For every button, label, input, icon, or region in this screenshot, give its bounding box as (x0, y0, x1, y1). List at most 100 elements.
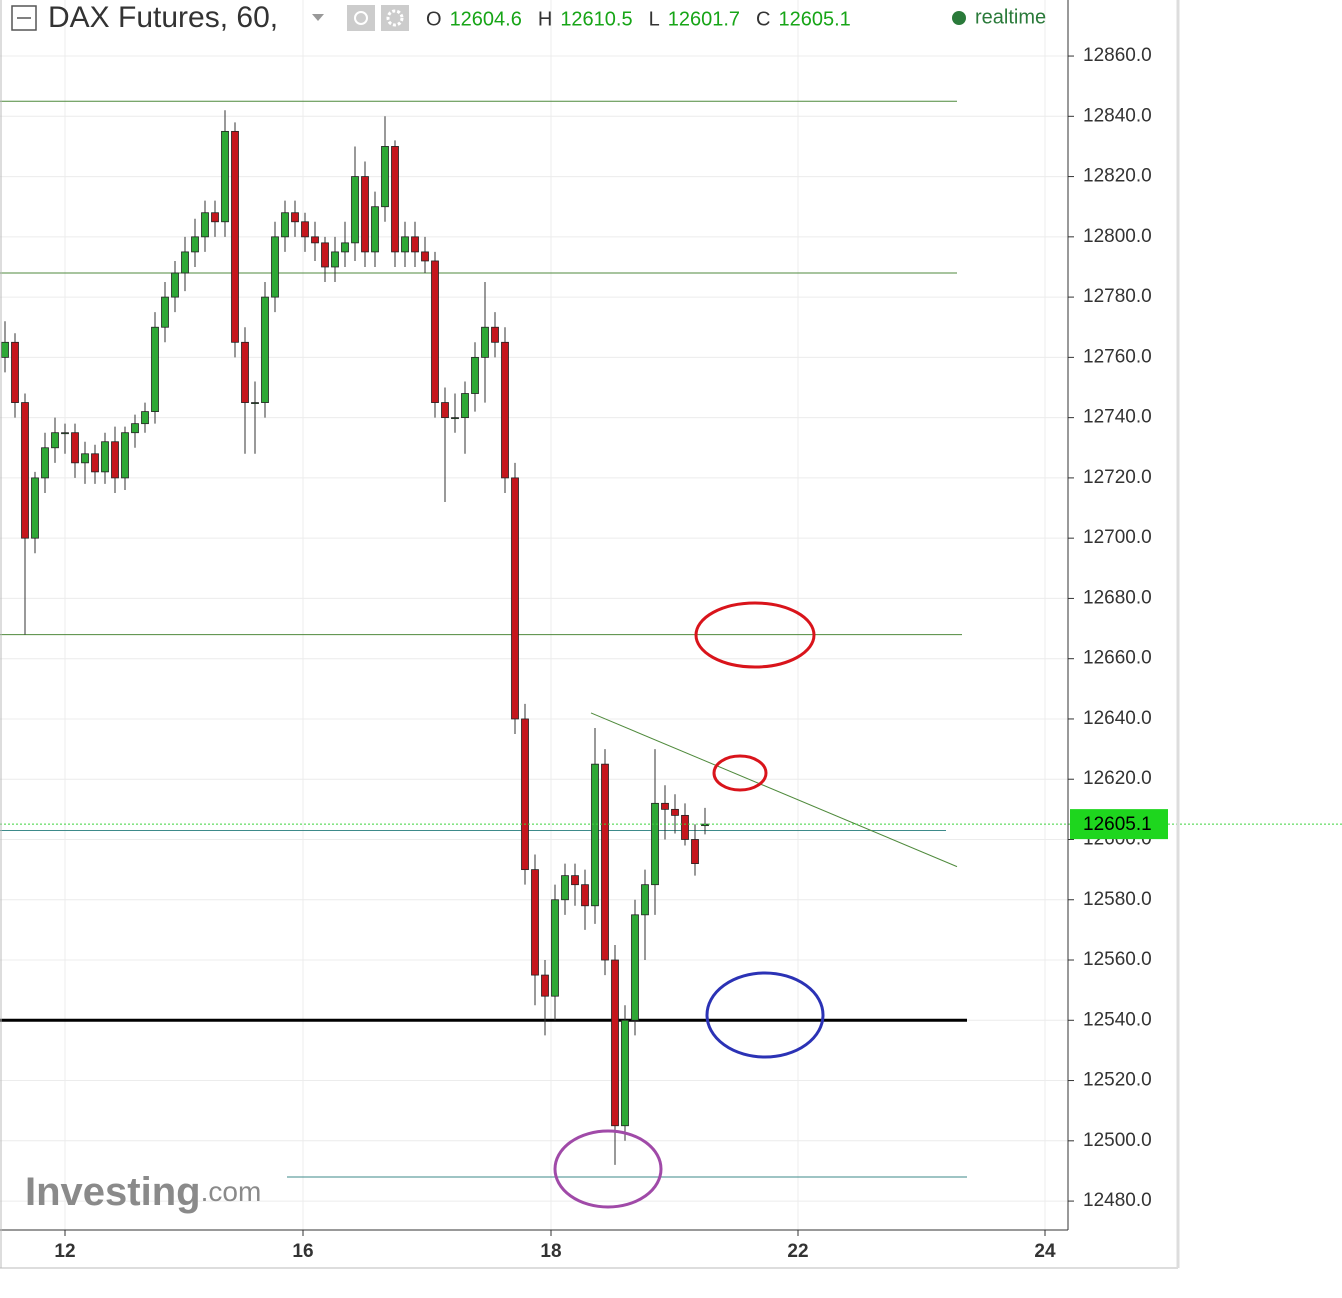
y-tick-label: 12840.0 (1083, 105, 1152, 126)
y-tick-label: 12760.0 (1083, 346, 1152, 367)
legend-value: 12604.6 (450, 8, 522, 30)
watermark-part: .com (201, 1176, 262, 1207)
legend-key: H (538, 8, 552, 30)
chart-title: DAX Futures, 60, (48, 1, 278, 34)
candle-body (81, 453, 89, 464)
drawn-line (590, 712, 958, 868)
annotation-circle (553, 1129, 663, 1209)
plot (0, 100, 1342, 1178)
y-tick-label: 12480.0 (1083, 1190, 1152, 1211)
axes: 12480.0 12500.0 12520.0 12540.0 12560.0 12580… (54, 45, 1168, 1262)
legend-key: O (426, 8, 442, 30)
candle-body (641, 884, 649, 916)
candle-body (161, 296, 169, 328)
candle-body (311, 236, 319, 244)
candle-body (691, 839, 699, 864)
candle-body (151, 326, 159, 413)
candle-body (671, 808, 679, 816)
candle-body (61, 432, 69, 435)
candle-body (281, 212, 289, 238)
candle-body (11, 341, 19, 403)
candle-body (371, 206, 379, 253)
candle-body (481, 326, 489, 358)
candle-body (141, 411, 149, 425)
y-tick-label: 12500.0 (1083, 1130, 1152, 1151)
candle-body (271, 236, 279, 298)
last-price-tag (1070, 809, 1168, 840)
candle-body (661, 802, 669, 810)
y-tick-label: 12540.0 (1083, 1009, 1152, 1030)
y-tick-label: 12720.0 (1083, 467, 1152, 488)
candle-body (401, 236, 409, 253)
x-tick-label: 24 (1034, 1241, 1056, 1262)
x-tick-label: 22 (787, 1241, 808, 1262)
visibility-icon (354, 11, 368, 25)
candle-body (631, 914, 639, 1021)
candle-body (441, 402, 449, 419)
candle-body (601, 763, 609, 961)
candle-body (381, 146, 389, 208)
candle-body (361, 176, 369, 253)
candle-body (431, 260, 439, 403)
y-tick-label: 12620.0 (1083, 768, 1152, 789)
candle-body (681, 814, 689, 840)
settings-icon[interactable] (381, 5, 409, 31)
y-tick-label: 12560.0 (1083, 949, 1152, 970)
legend-value: 12601.7 (668, 8, 740, 30)
candle-body (491, 326, 499, 343)
y-tick-label: 12680.0 (1083, 587, 1152, 608)
candle-body (571, 875, 579, 886)
candle-body (231, 130, 239, 343)
candle-body (41, 447, 49, 479)
candle-body (561, 875, 569, 901)
y-tick-label: 12700.0 (1083, 527, 1152, 548)
candle-body (611, 959, 619, 1127)
candle-body (391, 146, 399, 253)
candle-body (91, 453, 99, 473)
candle-body (651, 802, 659, 886)
candle-body (501, 341, 509, 479)
candle-body (341, 242, 349, 253)
candle-body (121, 432, 129, 479)
dropdown-arrow[interactable] (312, 14, 324, 21)
candle-body (581, 884, 589, 907)
legend-key: L (649, 8, 660, 30)
legend-value: 12605.1 (778, 8, 850, 30)
candle-body (591, 763, 599, 907)
y-tick-label: 12580.0 (1083, 889, 1152, 910)
candle-body (131, 423, 139, 434)
candle-body (531, 869, 539, 976)
y-tick-label: 12860.0 (1083, 45, 1152, 66)
legend-value: 12610.5 (560, 8, 632, 30)
legend-key: C (756, 8, 770, 30)
annotation-circle (694, 601, 816, 669)
legend: O 12604.6 H 12610.5 L 12601.7 C 12605.1 (426, 8, 851, 30)
x-tick-label: 18 (540, 1241, 561, 1262)
annotation-circle (705, 971, 825, 1059)
visibility-icon[interactable] (347, 5, 375, 31)
last-price-label: 12605.1 (1083, 814, 1152, 835)
watermark-part: Investing (25, 1170, 201, 1214)
candle-body (191, 236, 199, 253)
y-tick-label: 12820.0 (1083, 166, 1152, 187)
grid (0, 0, 1068, 1230)
annotation-circle (712, 754, 768, 792)
candle-body (291, 212, 299, 223)
candle-body (301, 221, 309, 238)
candle-body (241, 341, 249, 403)
candle-body (1, 341, 9, 358)
candle-body (411, 236, 419, 253)
candle-body (541, 974, 549, 997)
candle-body (171, 272, 179, 298)
y-tick-label: 12520.0 (1083, 1070, 1152, 1091)
settings-icon (386, 9, 404, 27)
candle-body (521, 718, 529, 871)
candle-body (51, 432, 59, 449)
candle-body (261, 296, 269, 403)
y-tick-label: 12780.0 (1083, 286, 1152, 307)
candle-body (201, 212, 209, 238)
candle-body (471, 356, 479, 394)
watermark: Investing.com (25, 1170, 261, 1214)
candle-body (511, 477, 519, 720)
